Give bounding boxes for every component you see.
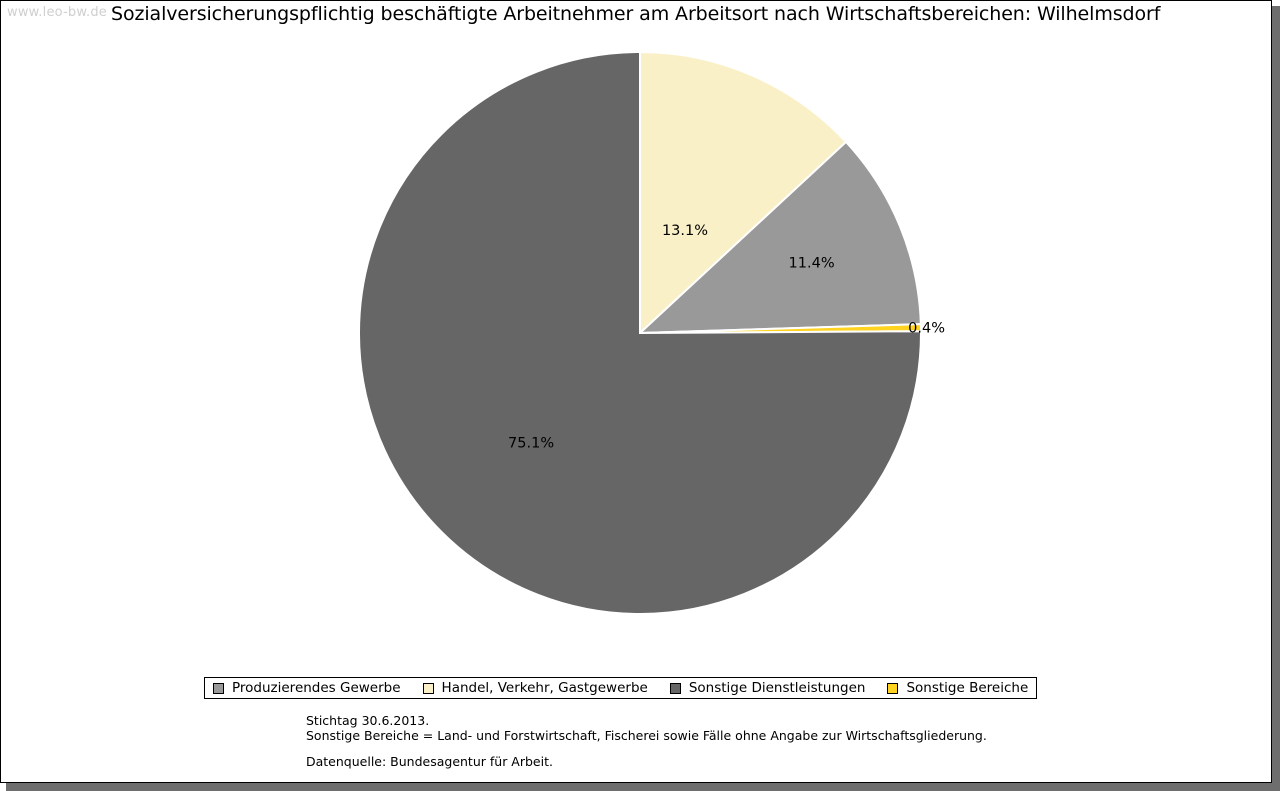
legend-item-label: Handel, Verkehr, Gastgewerbe xyxy=(441,680,648,696)
pie-chart-svg: 13.1% 11.4% 0.4% 75.1% xyxy=(358,50,945,615)
legend-swatch-icon xyxy=(422,682,434,694)
frame-shadow-right xyxy=(1272,6,1280,791)
pie-slice-value-label: 11.4% xyxy=(789,256,835,272)
legend-item-label: Produzierendes Gewerbe xyxy=(232,680,401,696)
footnote-stichtag: Stichtag 30.6.2013. xyxy=(306,713,430,728)
pie-slice[interactable] xyxy=(639,50,848,336)
footnote-spacer xyxy=(306,743,987,754)
page-title: Sozialversicherungspflichtig beschäftigt… xyxy=(111,3,1161,25)
legend-item-handel-verkehr-gastgewerbe[interactable]: Handel, Verkehr, Gastgewerbe xyxy=(422,680,648,696)
chart-footnotes: Stichtag 30.6.2013. Sonstige Bereiche = … xyxy=(306,713,987,769)
legend-item-label: Sonstige Bereiche xyxy=(906,680,1029,696)
legend-swatch-icon xyxy=(669,682,681,694)
legend-item-sonstige-dienstleistungen[interactable]: Sonstige Dienstleistungen xyxy=(669,680,866,696)
legend-swatch-icon xyxy=(213,682,224,694)
frame-shadow-bottom xyxy=(6,783,1280,791)
legend-item-label: Sonstige Dienstleistungen xyxy=(688,680,866,696)
pie-slice-value-label: 0.4% xyxy=(908,321,945,337)
legend-item-sonstige-bereiche[interactable]: Sonstige Bereiche xyxy=(887,680,1028,696)
chart-legend: Produzierendes Gewerbe Handel, Verkehr, … xyxy=(204,677,1038,699)
legend-item-produzierendes-gewerbe[interactable]: Produzierendes Gewerbe xyxy=(213,680,401,696)
legend-swatch-icon xyxy=(887,682,899,694)
pie-slice[interactable] xyxy=(637,140,922,335)
pie-slice-value-label: 75.1% xyxy=(508,436,554,452)
footnote-source: Datenquelle: Bundesagentur für Arbeit. xyxy=(306,754,553,769)
footnote-definition: Sonstige Bereiche = Land- und Forstwirts… xyxy=(306,728,987,743)
pie-slice-group xyxy=(358,50,922,615)
pie-label-group: 13.1% 11.4% 0.4% 75.1% xyxy=(508,223,945,452)
site-watermark: www.leo-bw.de xyxy=(7,5,108,20)
pie-chart: 13.1% 11.4% 0.4% 75.1% xyxy=(358,50,945,615)
pie-slice[interactable] xyxy=(358,50,922,615)
pie-slice-value-label: 13.1% xyxy=(662,223,708,239)
